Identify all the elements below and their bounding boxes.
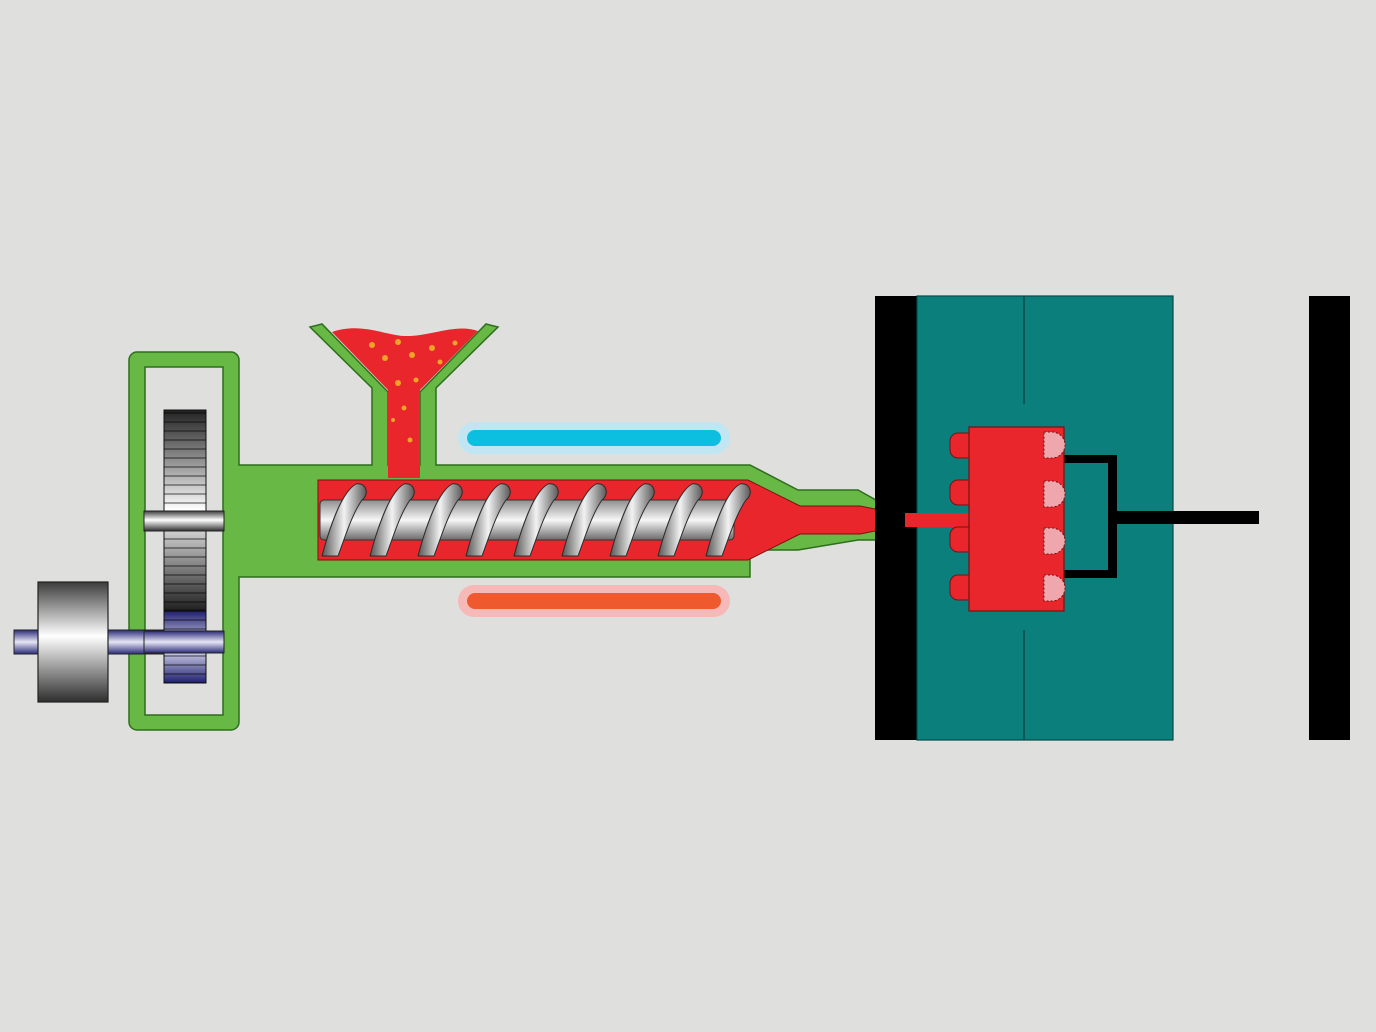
cooling-element [458, 422, 730, 454]
screw-flight [465, 483, 511, 557]
gear-shaft [143, 510, 225, 532]
screw-flight [513, 483, 559, 557]
nozzle-icon [905, 513, 973, 527]
screw-flight [705, 483, 751, 557]
screw-flight [369, 483, 415, 557]
screw-flight [561, 483, 607, 557]
pellets [369, 339, 458, 443]
gear-icon [143, 409, 225, 611]
screw-flight [321, 483, 367, 557]
motor-icon [37, 581, 109, 703]
moving-platen [1309, 296, 1350, 740]
screw-flight [609, 483, 655, 557]
ejector-icon [1064, 455, 1259, 578]
pinion-gear-icon [143, 610, 225, 684]
screw-flight [417, 483, 463, 557]
hopper-icon [332, 328, 478, 478]
screw-icon [319, 483, 751, 557]
motor [13, 581, 165, 703]
cooling-bar-icon [467, 430, 721, 446]
moulded-part [949, 426, 1066, 612]
part-studs-right [1043, 431, 1066, 602]
heater-bar-icon [467, 593, 721, 609]
heating-element [458, 585, 730, 617]
screw-flight [657, 483, 703, 557]
hopper [332, 328, 478, 478]
part-studs-left [949, 432, 970, 601]
